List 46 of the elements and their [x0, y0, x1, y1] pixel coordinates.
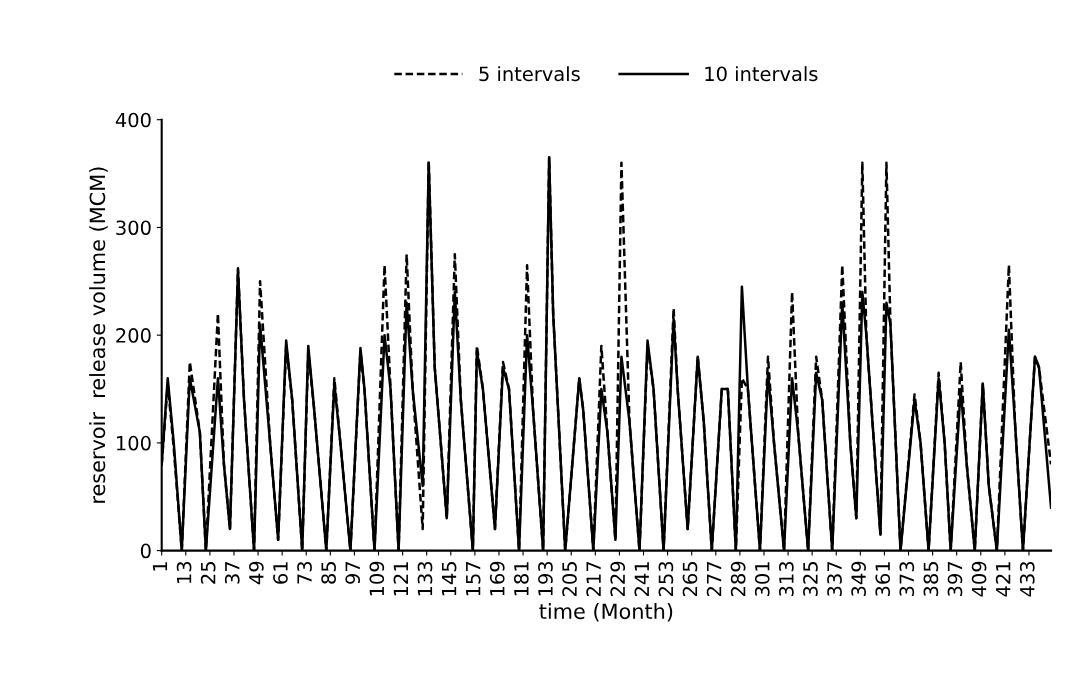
x-axis-title: time (Month): [539, 603, 673, 622]
x-tick-label: 145: [441, 562, 457, 596]
x-tick-label: 265: [682, 562, 698, 597]
x-tick-label: 133: [417, 561, 433, 596]
x-tick-label: 385: [923, 562, 939, 596]
x-tick-label: 73: [297, 561, 312, 584]
x-tick-label: 397: [947, 562, 963, 596]
x-tick-label: 49: [249, 561, 264, 585]
x-tick-label: 109: [369, 561, 385, 596]
x-tick-label: 37: [224, 562, 240, 584]
x-tick-label: 181: [514, 562, 529, 596]
y-tick-label: 100: [117, 435, 151, 451]
x-tick-label: 325: [803, 562, 818, 596]
y-axis-title: reservoir release volume (MCM): [89, 167, 108, 503]
x-tick-label: 277: [706, 562, 722, 597]
x-tick-label: 313: [778, 561, 794, 596]
x-tick-label: 217: [586, 562, 601, 597]
y-tick-label: 200: [116, 328, 151, 343]
x-tick-label: 373: [899, 561, 915, 596]
x-tick-label: 421: [995, 562, 1011, 597]
x-tick-label: 25: [200, 562, 216, 584]
x-tick-label: 409: [971, 561, 987, 597]
x-tick-label: 157: [466, 562, 481, 596]
x-tick-label: 169: [489, 561, 505, 596]
x-tick-label: 361: [875, 562, 891, 596]
x-tick-label: 193: [538, 561, 553, 596]
y-tick-label: 300: [116, 220, 151, 236]
x-tick-label: 1: [152, 562, 168, 571]
x-tick-label: 253: [658, 561, 674, 597]
x-tick-label: 85: [321, 562, 336, 584]
x-tick-label: 433: [1019, 561, 1035, 597]
x-tick-label: 205: [562, 562, 577, 597]
x-tick-label: 301: [754, 562, 770, 596]
legend-label: 10 intervals: [705, 66, 818, 82]
x-tick-label: 337: [827, 562, 842, 596]
x-tick-label: 289: [730, 561, 746, 597]
x-tick-label: 349: [851, 561, 866, 596]
x-tick-label: 229: [610, 561, 626, 597]
x-tick-label: 121: [393, 562, 408, 596]
y-tick-label: 400: [115, 112, 151, 128]
x-tick-label: 97: [345, 562, 361, 584]
legend-label: 5 intervals: [479, 66, 580, 82]
x-tick-label: 61: [273, 562, 288, 584]
y-tick-label: 0: [140, 543, 151, 559]
x-tick-label: 13: [176, 561, 192, 583]
x-tick-label: 241: [634, 562, 649, 597]
